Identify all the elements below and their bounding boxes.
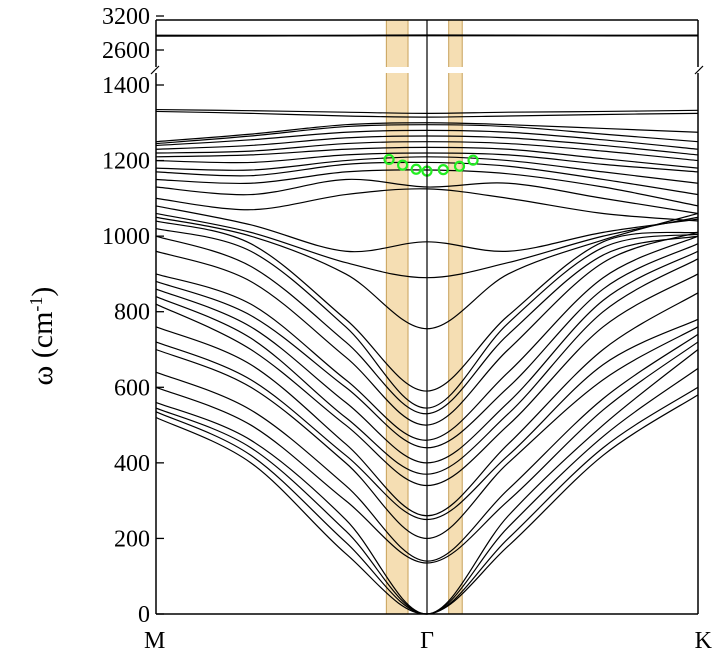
- y-tick-label-200: 200: [114, 526, 150, 552]
- y-axis-title-close: ): [26, 287, 59, 297]
- x-tick-label-Γ: Γ: [420, 628, 434, 654]
- y-tick-label-2600: 2600: [102, 38, 150, 64]
- marker-3: [410, 163, 422, 175]
- y-tick-label-1200: 1200: [102, 149, 150, 175]
- highlight-band-1: [385, 19, 409, 615]
- y-tick-label-600: 600: [114, 375, 150, 401]
- y-axis-title-sup: -1: [26, 297, 46, 312]
- axis-break-mark-left: [150, 65, 160, 75]
- marker-1: [383, 153, 395, 166]
- y-tick-label-1000: 1000: [102, 224, 150, 250]
- marker-2: [397, 159, 409, 171]
- y-tick-label-0: 0: [138, 602, 150, 628]
- y-tick-label-3200: 3200: [102, 4, 150, 30]
- marker-7: [467, 154, 479, 166]
- y-tick-labels: 0 200 400 600 800 1000 1200 1400 2600 3200: [102, 4, 164, 628]
- x-tick-label-M: M: [144, 628, 165, 654]
- y-tick-label-800: 800: [114, 300, 150, 326]
- axis-break-mark-right: [694, 65, 704, 75]
- y-tick-label-1400: 1400: [102, 73, 150, 99]
- marker-5: [437, 164, 449, 176]
- y-axis-title: ω (cm-1): [26, 287, 59, 386]
- y-axis-title-main: ω (cm: [26, 312, 59, 386]
- plot-frame: [150, 19, 704, 615]
- highlight-bands: [385, 19, 463, 615]
- x-tick-label-K: K: [695, 628, 713, 654]
- y-tick-label-400: 400: [114, 451, 150, 477]
- marker-6: [453, 160, 466, 172]
